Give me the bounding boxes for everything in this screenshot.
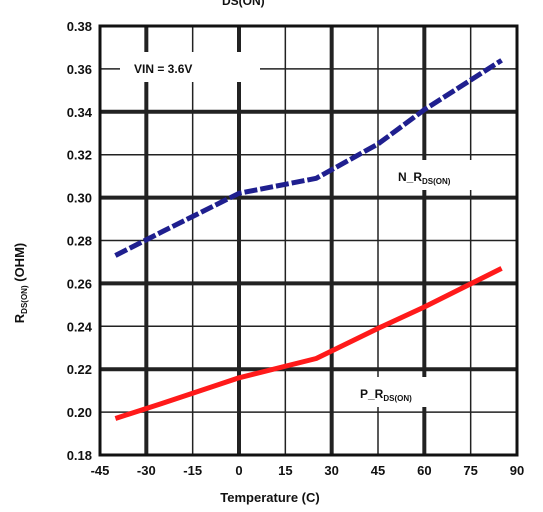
x-tick-label: 45 (371, 463, 385, 478)
y-tick-label: 0.26 (67, 276, 92, 291)
x-tick-label: 90 (510, 463, 524, 478)
x-axis-label: Temperature (C) (220, 490, 319, 505)
annotation-vin: VIN = 3.6V (120, 52, 260, 82)
series-layer (114, 58, 503, 421)
x-tick-label: 0 (235, 463, 242, 478)
y-tick-label: 0.32 (67, 148, 92, 163)
y-tick-label: 0.22 (67, 362, 92, 377)
annotation-n-rds-main: N_R (398, 170, 422, 184)
x-tick-label: 15 (278, 463, 292, 478)
plot-frame (98, 24, 519, 457)
y-tick-labels: 0.18 0.20 0.22 0.24 0.26 0.28 0.30 0.32 0.34 0.36… (67, 19, 93, 463)
annotation-p-rds-sub: DS(ON) (383, 394, 412, 403)
y-tick-label: 0.30 (67, 191, 92, 206)
x-tick-label: -30 (137, 463, 156, 478)
y-tick-label: 0.20 (67, 405, 92, 420)
y-axis-label-sub: DS(ON) (20, 285, 29, 314)
y-tick-label: 0.18 (67, 448, 92, 463)
x-tick-label: 30 (324, 463, 338, 478)
x-tick-label: 75 (463, 463, 477, 478)
y-axis-label: RDS(ON) (OHM) (12, 243, 29, 323)
annotation-n-rds-sub: DS(ON) (422, 177, 451, 186)
series-line-n-rds (114, 58, 503, 258)
annotation-vin-text: VIN = 3.6V (134, 62, 192, 76)
y-tick-label: 0.28 (67, 234, 92, 249)
annotation-n-rds: N_RDS(ON) (388, 160, 500, 190)
grid (100, 26, 517, 455)
y-tick-label: 0.36 (67, 62, 92, 77)
y-axis-label-main: R (12, 313, 27, 323)
y-tick-label: 0.34 (67, 105, 93, 120)
y-tick-label: 0.24 (67, 319, 93, 334)
x-tick-label: 60 (417, 463, 431, 478)
annotation-p-rds: P_RDS(ON) (352, 377, 464, 407)
annotation-p-rds-text: P_RDS(ON) (360, 387, 412, 403)
y-axis-label-rest: (OHM) (12, 243, 27, 286)
annotation-p-rds-main: P_R (360, 387, 384, 401)
y-tick-label: 0.38 (67, 19, 92, 34)
x-tick-label: -15 (183, 463, 202, 478)
chart-title-fragment: DS(ON) (222, 0, 265, 8)
x-tick-labels: -45 -30 -15 0 15 30 45 60 75 90 (91, 463, 525, 478)
series-line-p-rds (114, 266, 503, 421)
x-tick-label: -45 (91, 463, 110, 478)
annotation-n-rds-text: N_RDS(ON) (398, 170, 451, 186)
